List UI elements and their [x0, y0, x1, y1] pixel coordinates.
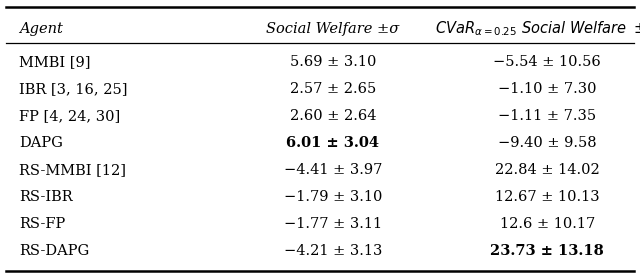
Text: 23.73 ± 13.18: 23.73 ± 13.18 [490, 245, 604, 258]
Text: 5.69 ± 3.10: 5.69 ± 3.10 [290, 55, 376, 69]
Text: 22.84 ± 14.02: 22.84 ± 14.02 [495, 163, 600, 177]
Text: RS-MMBI [12]: RS-MMBI [12] [19, 163, 126, 177]
Text: DAPG: DAPG [19, 136, 63, 150]
Text: Social Welfare ±σ: Social Welfare ±σ [266, 22, 399, 36]
Text: RS-IBR: RS-IBR [19, 190, 73, 204]
Text: MMBI [9]: MMBI [9] [19, 55, 91, 69]
Text: 12.67 ± 10.13: 12.67 ± 10.13 [495, 190, 600, 204]
Text: −5.54 ± 10.56: −5.54 ± 10.56 [493, 55, 601, 69]
Text: 2.57 ± 2.65: 2.57 ± 2.65 [290, 82, 376, 96]
Text: −4.21 ± 3.13: −4.21 ± 3.13 [284, 245, 382, 258]
Text: 6.01 ± 3.04: 6.01 ± 3.04 [286, 136, 380, 150]
Text: −1.11 ± 7.35: −1.11 ± 7.35 [498, 109, 596, 123]
Text: Agent: Agent [19, 22, 63, 36]
Text: $\mathit{CVaR}_{\mathit{\alpha}=0.25}$ $\mathit{Social\ Welfare}\ \pm\mathit{\si: $\mathit{CVaR}_{\mathit{\alpha}=0.25}$ $… [435, 20, 640, 38]
Text: IBR [3, 16, 25]: IBR [3, 16, 25] [19, 82, 128, 96]
Text: −1.77 ± 3.11: −1.77 ± 3.11 [284, 217, 382, 231]
Text: −1.79 ± 3.10: −1.79 ± 3.10 [284, 190, 382, 204]
Text: −4.41 ± 3.97: −4.41 ± 3.97 [284, 163, 382, 177]
Text: −9.40 ± 9.58: −9.40 ± 9.58 [498, 136, 596, 150]
Text: −1.10 ± 7.30: −1.10 ± 7.30 [498, 82, 596, 96]
Text: 2.60 ± 2.64: 2.60 ± 2.64 [289, 109, 376, 123]
Text: 12.6 ± 10.17: 12.6 ± 10.17 [500, 217, 595, 231]
Text: RS-DAPG: RS-DAPG [19, 245, 90, 258]
Text: FP [4, 24, 30]: FP [4, 24, 30] [19, 109, 120, 123]
Text: RS-FP: RS-FP [19, 217, 65, 231]
